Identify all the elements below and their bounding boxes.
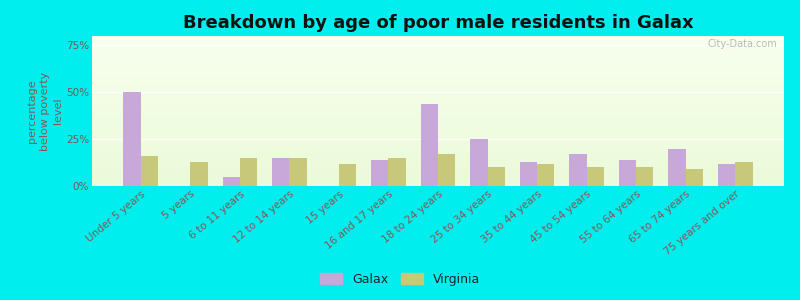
Bar xyxy=(92,49,784,51)
Bar xyxy=(92,136,784,139)
Bar xyxy=(92,101,784,104)
Bar xyxy=(92,79,784,81)
Bar xyxy=(92,148,784,151)
Bar xyxy=(619,160,636,186)
Bar xyxy=(92,81,784,83)
Bar xyxy=(92,64,784,66)
Bar xyxy=(92,151,784,154)
Bar xyxy=(92,161,784,164)
Bar xyxy=(487,167,505,186)
Bar xyxy=(92,71,784,74)
Bar xyxy=(92,116,784,119)
Bar xyxy=(735,162,753,186)
Bar xyxy=(92,58,784,61)
Bar xyxy=(718,164,735,186)
Bar xyxy=(92,126,784,128)
Bar xyxy=(92,171,784,173)
Bar xyxy=(141,156,158,186)
Bar xyxy=(290,158,306,186)
Bar xyxy=(92,83,784,86)
Bar xyxy=(92,44,784,46)
Bar xyxy=(92,176,784,178)
Legend: Galax, Virginia: Galax, Virginia xyxy=(314,268,486,291)
Bar xyxy=(92,91,784,94)
Bar xyxy=(371,160,389,186)
Bar xyxy=(190,162,208,186)
Bar xyxy=(92,111,784,113)
Bar xyxy=(92,74,784,76)
Bar xyxy=(92,98,784,101)
Bar xyxy=(339,164,356,186)
Bar xyxy=(92,143,784,146)
Bar xyxy=(92,113,784,116)
Bar xyxy=(240,158,257,186)
Bar xyxy=(92,154,784,156)
Bar xyxy=(123,92,141,186)
Bar xyxy=(668,148,686,186)
Bar xyxy=(92,53,784,56)
Bar xyxy=(92,158,784,161)
Bar xyxy=(520,162,537,186)
Bar xyxy=(92,86,784,88)
Bar xyxy=(92,141,784,143)
Bar xyxy=(92,169,784,171)
Bar xyxy=(92,134,784,136)
Bar xyxy=(92,131,784,134)
Bar xyxy=(222,177,240,186)
Bar xyxy=(537,164,554,186)
Bar xyxy=(92,61,784,64)
Bar xyxy=(92,166,784,169)
Bar xyxy=(92,118,784,121)
Bar xyxy=(92,51,784,53)
Bar xyxy=(92,109,784,111)
Bar xyxy=(272,158,290,186)
Bar xyxy=(686,169,703,186)
Bar xyxy=(92,96,784,98)
Bar xyxy=(92,88,784,91)
Y-axis label: percentage
below poverty
level: percentage below poverty level xyxy=(27,71,63,151)
Bar xyxy=(421,103,438,186)
Bar xyxy=(586,167,604,186)
Bar xyxy=(389,158,406,186)
Bar xyxy=(92,68,784,71)
Bar xyxy=(92,41,784,43)
Bar xyxy=(636,167,654,186)
Bar xyxy=(92,156,784,158)
Bar xyxy=(92,76,784,79)
Bar xyxy=(92,56,784,58)
Bar xyxy=(92,38,784,41)
Bar xyxy=(92,66,784,68)
Bar xyxy=(92,173,784,176)
Text: City-Data.com: City-Data.com xyxy=(707,39,777,49)
Bar xyxy=(92,121,784,124)
Bar xyxy=(92,181,784,184)
Bar xyxy=(570,154,586,186)
Bar xyxy=(92,128,784,131)
Bar xyxy=(92,146,784,148)
Bar xyxy=(92,106,784,109)
Title: Breakdown by age of poor male residents in Galax: Breakdown by age of poor male residents … xyxy=(182,14,694,32)
Bar xyxy=(92,94,784,96)
Bar xyxy=(438,154,455,186)
Bar xyxy=(470,139,487,186)
Bar xyxy=(92,124,784,126)
Bar xyxy=(92,178,784,181)
Bar xyxy=(92,184,784,186)
Bar xyxy=(92,103,784,106)
Bar xyxy=(92,36,784,38)
Bar xyxy=(92,164,784,166)
Bar xyxy=(92,46,784,49)
Bar xyxy=(92,139,784,141)
